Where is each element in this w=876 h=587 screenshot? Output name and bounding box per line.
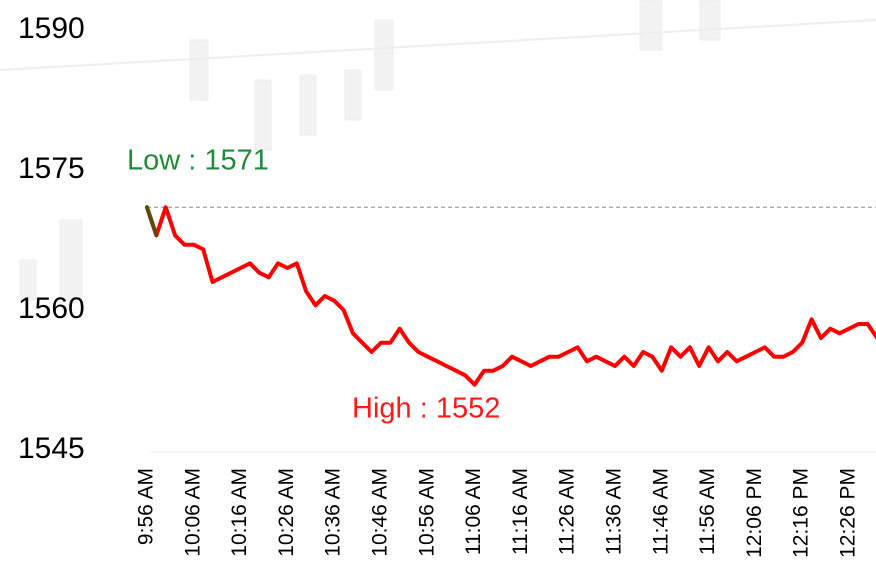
x-tick-label: 12:06 PM xyxy=(743,468,766,558)
y-tick-label: 1575 xyxy=(18,152,85,185)
annotation: Low : 1571 xyxy=(127,145,269,177)
x-tick-label: 11:36 AM xyxy=(603,468,626,555)
x-tick-label: 10:56 AM xyxy=(415,468,438,557)
price-line xyxy=(147,207,876,384)
chart: 1545 1560 1575 1590 9:56 AM 10:06 AM 10:16 AM 1… xyxy=(0,0,876,587)
x-tick-label: 11:06 AM xyxy=(462,468,485,555)
price-line-start xyxy=(147,207,156,235)
x-tick-label: 10:06 AM xyxy=(181,468,204,557)
x-tick-label: 11:46 AM xyxy=(649,468,672,555)
x-tick-label: 10:46 AM xyxy=(369,468,392,557)
x-tick-label: 10:36 AM xyxy=(322,468,345,557)
y-tick-label: 1560 xyxy=(18,292,85,325)
y-tick-label: 1545 xyxy=(18,432,85,465)
x-tick-label: 12:16 PM xyxy=(790,468,813,558)
x-tick-label: 11:56 AM xyxy=(696,468,719,555)
annotation: High : 1552 xyxy=(352,393,500,425)
x-tick-label: 12:26 PM xyxy=(837,468,860,558)
x-tick-label: 11:16 AM xyxy=(509,468,532,555)
x-tick-label: 10:26 AM xyxy=(275,468,298,557)
background-decoration xyxy=(0,0,876,452)
x-tick-label: 11:26 AM xyxy=(556,468,579,555)
y-tick-label: 1590 xyxy=(18,12,85,45)
x-tick-label: 9:56 AM xyxy=(135,468,158,545)
x-tick-label: 10:16 AM xyxy=(228,468,251,557)
